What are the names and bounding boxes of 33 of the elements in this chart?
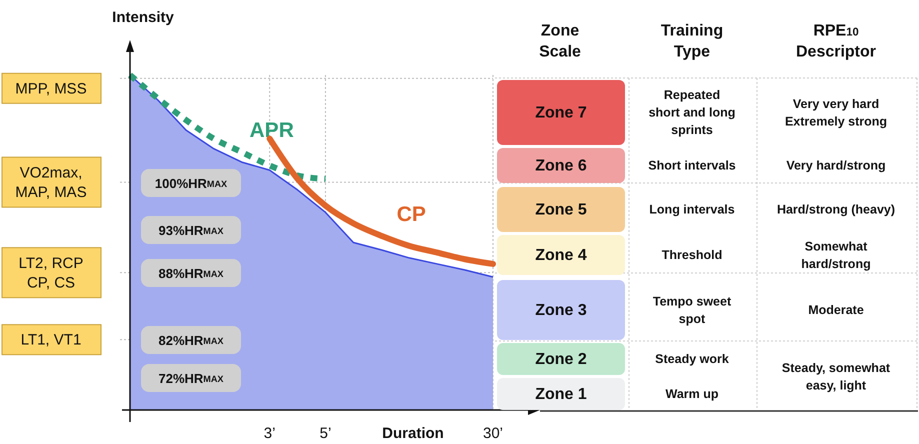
x-axis-title: Duration [382, 424, 444, 442]
x-tick-label: 3’ [264, 424, 276, 442]
x-tick-label: 30’ [482, 424, 504, 442]
text: Repeated short and long sprints [648, 88, 736, 137]
series-label: CP [396, 202, 426, 226]
text: Hard/strong (heavy) [776, 202, 896, 216]
ref-line-label: LT1, VT1 [20, 331, 82, 348]
x-tick-label: 5’ [320, 424, 332, 442]
category-label: Zone 7 [535, 104, 587, 121]
category-label: Zone 5 [535, 201, 587, 218]
text: Somewhat hard/strong [801, 239, 871, 271]
y-axis-title: Intensity [112, 8, 174, 26]
category-label: Zone 3 [535, 302, 587, 318]
text: Short intervals [648, 158, 736, 172]
text: Warm up [665, 387, 719, 401]
ref-line-label: LT2, RCP CP, CS [18, 254, 84, 291]
text: Very hard/strong [786, 158, 886, 172]
category-label: Zone 6 [535, 157, 587, 174]
ref-line-label: MPP, MSS [15, 80, 87, 97]
text: Threshold [662, 248, 722, 262]
category-label: Zone Scale [539, 22, 582, 60]
category-label: Zone 2 [535, 350, 587, 368]
text: Steady, somewhat easy, light [782, 360, 890, 392]
text: Moderate [808, 303, 864, 317]
text: Steady work [655, 352, 729, 366]
ref-line-label: VO2max, MAP, MAS [15, 164, 87, 200]
category-label: Zone 1 [535, 386, 587, 402]
series-label: APR [250, 118, 294, 142]
text: Tempo sweet spot [652, 294, 732, 326]
category-label: Training Type [660, 22, 724, 60]
category-label: Zone 4 [535, 246, 587, 264]
text: Very very hard Extremely strong [784, 96, 888, 128]
text: Long intervals [649, 202, 735, 216]
